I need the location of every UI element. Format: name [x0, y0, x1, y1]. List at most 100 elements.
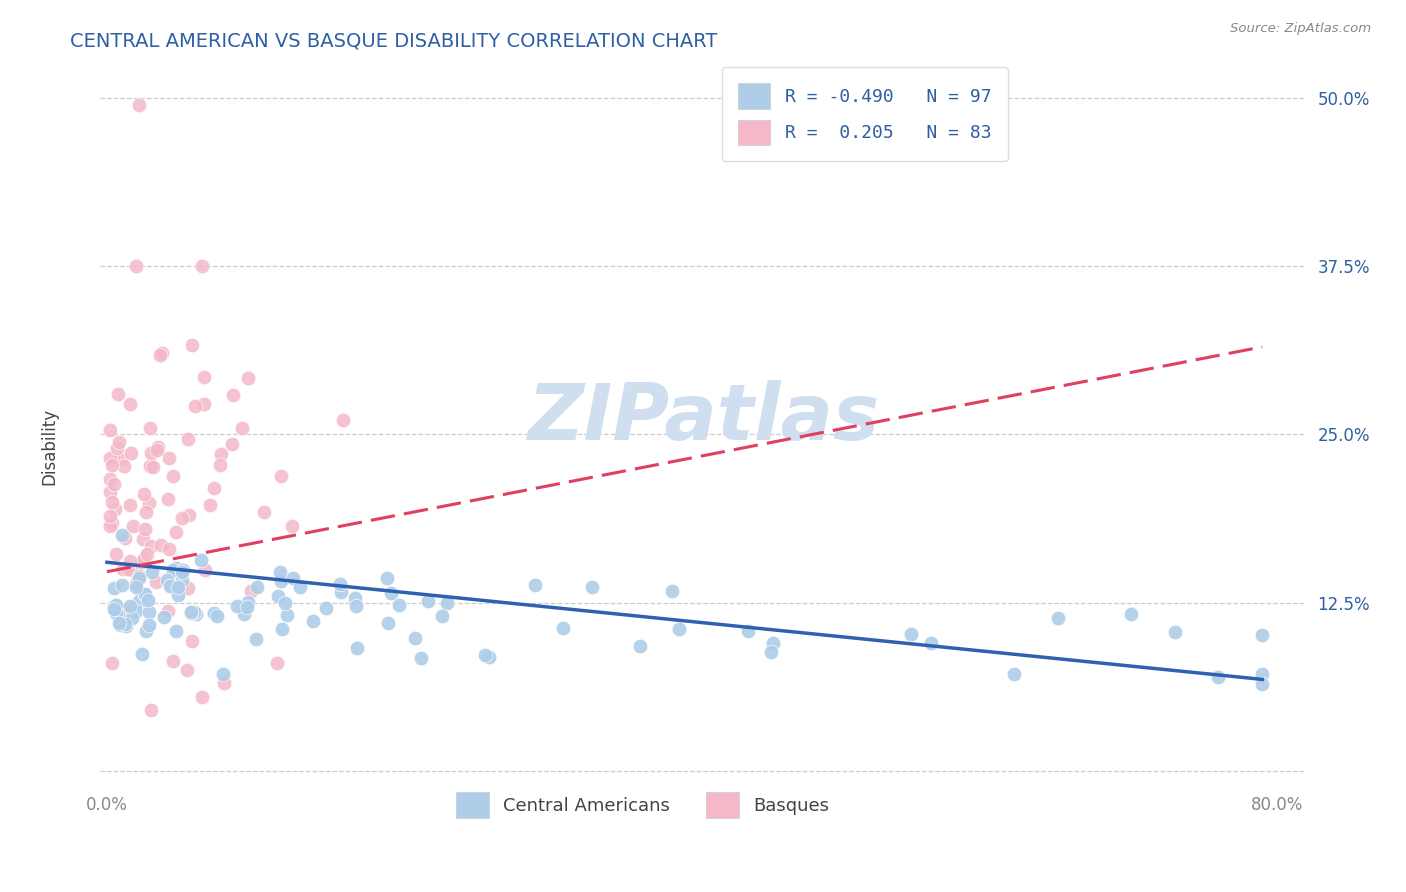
Point — [112, 605, 135, 619]
Point — [117, 562, 139, 576]
Point — [156, 604, 179, 618]
Point — [332, 412, 354, 426]
Point — [134, 588, 156, 602]
Point — [270, 622, 292, 636]
Point — [108, 615, 131, 630]
Point — [125, 581, 148, 595]
Point — [104, 501, 127, 516]
Point — [107, 387, 129, 401]
Point — [191, 259, 214, 273]
Point — [128, 568, 150, 582]
Point — [98, 519, 121, 533]
Point — [135, 505, 157, 519]
Point — [121, 601, 143, 615]
Text: Disability: Disability — [41, 408, 58, 484]
Point — [141, 565, 163, 579]
Text: ZIPatlas: ZIPatlas — [527, 380, 879, 456]
Point — [101, 494, 124, 508]
Point — [101, 657, 124, 671]
Legend: Central Americans, Basques: Central Americans, Basques — [447, 783, 838, 827]
Point — [209, 447, 232, 461]
Point — [211, 667, 233, 681]
Point — [661, 583, 683, 598]
Point — [157, 451, 180, 466]
Text: CENTRAL AMERICAN VS BASQUE DISABILITY CORRELATION CHART: CENTRAL AMERICAN VS BASQUE DISABILITY CO… — [70, 31, 717, 50]
Point — [193, 397, 215, 411]
Point — [98, 423, 121, 437]
Point — [281, 519, 304, 533]
Point — [581, 580, 603, 594]
Point — [302, 614, 325, 628]
Point — [136, 547, 159, 561]
Point — [222, 388, 245, 402]
Point — [221, 437, 243, 451]
Point — [246, 580, 269, 594]
Text: Source: ZipAtlas.com: Source: ZipAtlas.com — [1230, 22, 1371, 36]
Point — [225, 599, 247, 613]
Point — [157, 542, 180, 557]
Point — [105, 548, 128, 562]
Point — [124, 604, 146, 618]
Point — [176, 663, 198, 677]
Point — [212, 676, 235, 690]
Point — [167, 588, 190, 602]
Point — [270, 469, 292, 483]
Point — [104, 598, 127, 612]
Point — [177, 581, 200, 595]
Point — [131, 552, 153, 566]
Point — [388, 598, 411, 612]
Point — [181, 633, 204, 648]
Point — [104, 606, 127, 620]
Point — [200, 498, 222, 512]
Point — [111, 577, 134, 591]
Point — [98, 472, 121, 486]
Point — [759, 644, 782, 658]
Point — [138, 496, 160, 510]
Point — [162, 563, 184, 577]
Point — [156, 573, 179, 587]
Point — [377, 616, 399, 631]
Point — [553, 621, 575, 635]
Point — [193, 370, 215, 384]
Point — [377, 571, 399, 585]
Point — [128, 571, 150, 585]
Point — [121, 519, 143, 533]
Point — [157, 491, 180, 506]
Point — [1208, 670, 1230, 684]
Point — [920, 636, 942, 650]
Point — [135, 624, 157, 639]
Point — [115, 619, 138, 633]
Point — [134, 587, 156, 601]
Point — [1119, 607, 1142, 622]
Point — [172, 563, 194, 577]
Point — [98, 509, 121, 524]
Point — [329, 577, 352, 591]
Point — [139, 703, 162, 717]
Point — [166, 580, 188, 594]
Point — [105, 441, 128, 455]
Point — [172, 511, 194, 525]
Point — [138, 593, 160, 607]
Point — [111, 561, 134, 575]
Point — [120, 562, 142, 576]
Point — [120, 599, 142, 614]
Point — [184, 399, 207, 413]
Point — [159, 579, 181, 593]
Point — [1251, 667, 1274, 681]
Point — [114, 531, 136, 545]
Point — [478, 649, 501, 664]
Point — [418, 594, 440, 608]
Point — [281, 571, 304, 585]
Point — [120, 498, 142, 512]
Point — [131, 647, 153, 661]
Point — [114, 616, 136, 631]
Point — [737, 624, 759, 638]
Point — [186, 607, 208, 622]
Point — [266, 657, 288, 671]
Point — [128, 594, 150, 608]
Point — [432, 608, 454, 623]
Point — [120, 446, 142, 460]
Point — [139, 446, 162, 460]
Point — [110, 528, 132, 542]
Point — [170, 565, 193, 579]
